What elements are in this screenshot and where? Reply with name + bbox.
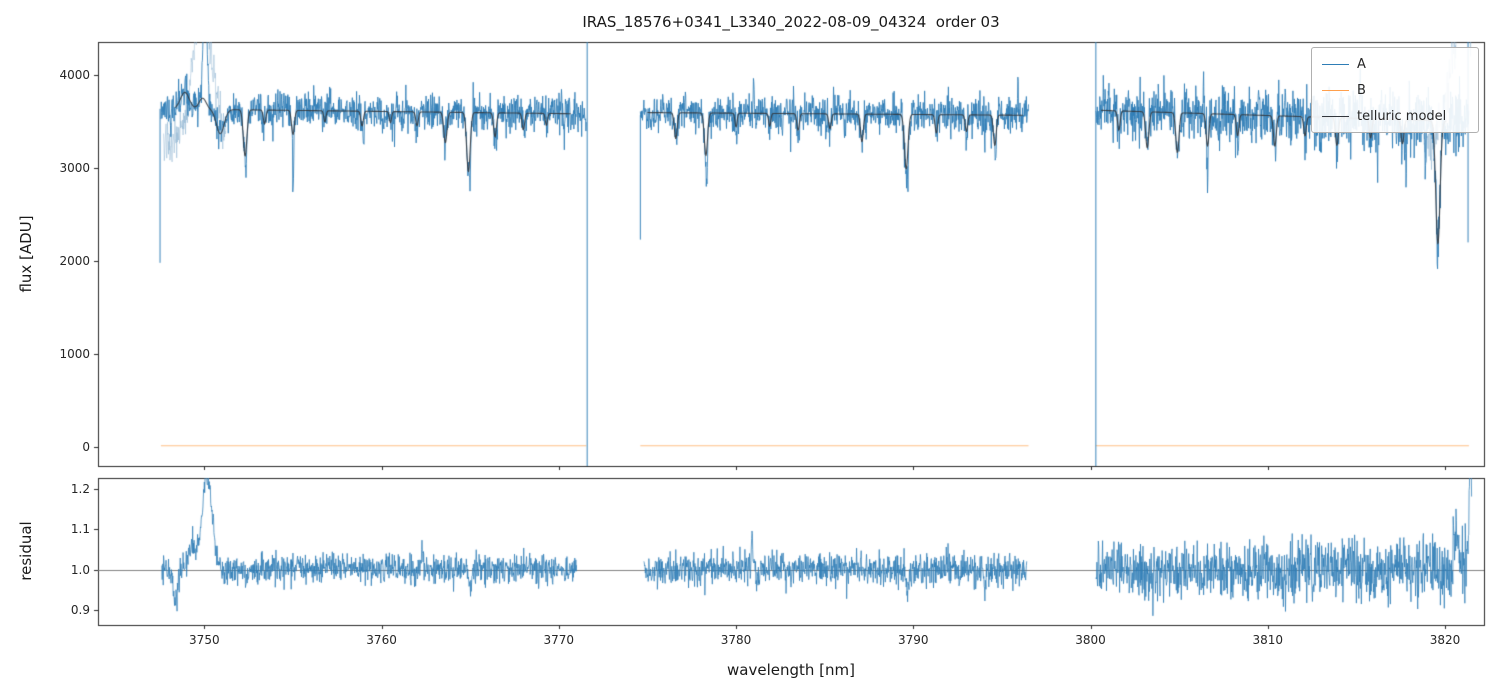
legend-line-sample-telluric [1322,115,1349,117]
x-tick-label: 3760 [366,633,397,647]
x-tick-label: 3750 [189,633,220,647]
y-tick-label-residual: 1.2 [70,482,90,497]
x-tick-label: 3780 [720,633,752,647]
y-tick-label-residual: 1.0 [70,562,90,577]
x-tick-label: 3790 [898,633,929,647]
x-tick-label: 3770 [543,633,575,647]
x-tick-label: 3820 [1429,633,1461,647]
legend-label-telluric: telluric model [1357,108,1447,124]
legend-label-b: B [1357,82,1366,98]
legend-label-a: A [1357,56,1366,72]
y-tick-label-flux: 1000 [59,346,90,361]
y-tick-label-flux: 3000 [59,161,90,176]
y-tick-label-flux: 0 [82,439,90,454]
legend-item-a: A [1322,54,1468,74]
y-tick-label-residual: 1.1 [70,522,90,537]
x-tick-label: 3800 [1075,633,1106,647]
plot-title: IRAS_18576+0341_L3340_2022-08-09_04324 o… [582,13,1000,31]
legend-item-telluric: telluric model [1322,106,1468,126]
legend: A B telluric model [1311,47,1479,133]
y-tick-label-flux: 4000 [59,68,90,83]
y-tick-label-residual: 0.9 [70,602,90,617]
legend-line-sample-a [1322,63,1349,65]
x-axis-label: wavelength [nm] [727,661,855,679]
legend-line-sample-b [1322,89,1349,91]
legend-item-b: B [1322,80,1468,100]
x-tick-label: 3810 [1252,633,1284,647]
y-tick-label-flux: 2000 [59,253,90,268]
